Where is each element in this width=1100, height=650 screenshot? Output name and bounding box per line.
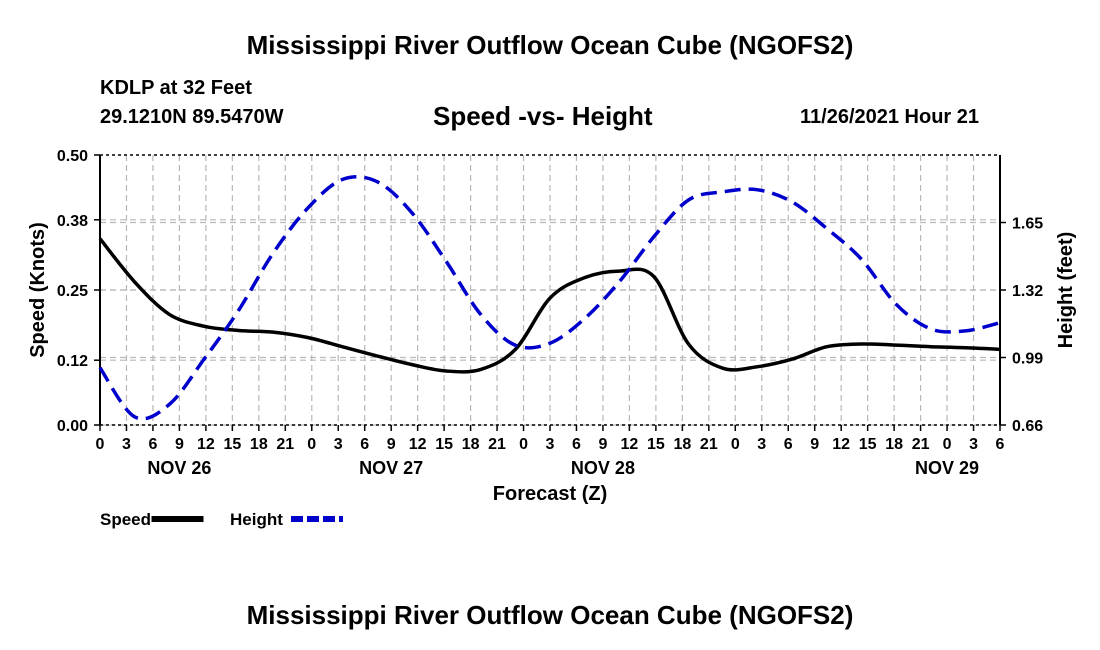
x-tick-label: 3 (334, 436, 343, 453)
x-tick-label: 0 (96, 436, 105, 453)
y2-tick-label: 1.32 (1012, 283, 1043, 300)
x-tick-label: 3 (969, 436, 978, 453)
y-tick-label: 0.12 (57, 353, 88, 370)
x-tick-label: 6 (572, 436, 581, 453)
height-series-line (98, 175, 1001, 421)
x-tick-label: 12 (409, 436, 427, 453)
y-tick-label: 0.00 (57, 418, 88, 435)
page-title-repeat: Mississippi River Outflow Ocean Cube (NG… (246, 600, 854, 630)
legend-label-height: Height (230, 510, 283, 529)
legend-label-speed: Speed (100, 510, 151, 529)
y-axis-title: Speed (Knots) (27, 222, 49, 358)
x-tick-label: 9 (810, 436, 819, 453)
y-tick-label: 0.38 (57, 213, 88, 230)
x-tick-label: 9 (598, 436, 607, 453)
x-tick-label: 0 (943, 436, 952, 453)
x-date-label: NOV 27 (359, 458, 423, 478)
x-tick-label: 21 (912, 436, 930, 453)
x-tick-label: 6 (996, 436, 1005, 453)
x-tick-label: 0 (519, 436, 528, 453)
y2-axis-title: Height (feet) (1055, 232, 1077, 349)
x-tick-label: 21 (488, 436, 506, 453)
y2-tick-label: 0.66 (1012, 418, 1043, 435)
x-tick-label: 15 (859, 436, 877, 453)
x-tick-label: 3 (122, 436, 131, 453)
x-tick-label: 15 (647, 436, 665, 453)
x-tick-label: 12 (621, 436, 639, 453)
y2-tick-label: 0.99 (1012, 351, 1043, 368)
forecast-timestamp: 11/26/2021 Hour 21 (800, 106, 980, 128)
station-coordinates: 29.1210N 89.5470W (100, 106, 284, 128)
x-tick-label: 18 (885, 436, 903, 453)
x-tick-label: 21 (700, 436, 718, 453)
x-tick-label: 15 (223, 436, 241, 453)
x-axis-title: Forecast (Z) (493, 483, 607, 505)
x-tick-label: 21 (276, 436, 294, 453)
station-label: KDLP at 32 Feet (100, 77, 252, 99)
y-tick-label: 0.25 (57, 283, 88, 300)
y-tick-label: 0.50 (57, 148, 88, 165)
speed-height-chart: 0.000.120.250.380.500.660.991.321.650 3 6 9… (27, 148, 1077, 529)
x-date-label: NOV 28 (571, 458, 635, 478)
x-date-label: NOV 26 (147, 458, 211, 478)
x-tick-label: 9 (387, 436, 396, 453)
x-tick-label: 6 (784, 436, 793, 453)
x-tick-label: 12 (832, 436, 850, 453)
y2-tick-label: 1.65 (1012, 216, 1043, 233)
x-tick-label: 3 (757, 436, 766, 453)
x-tick-label: 9 (175, 436, 184, 453)
x-tick-label: 0 (307, 436, 316, 453)
x-tick-label: 0 (731, 436, 740, 453)
x-tick-label: 6 (148, 436, 157, 453)
x-tick-label: 18 (250, 436, 268, 453)
x-tick-label: 12 (197, 436, 215, 453)
page-title: Mississippi River Outflow Ocean Cube (NG… (246, 30, 854, 60)
chart-heading: Speed -vs- Height (433, 101, 653, 131)
x-tick-label: 18 (462, 436, 480, 453)
x-tick-label: 15 (435, 436, 453, 453)
x-tick-label: 18 (673, 436, 691, 453)
x-tick-label: 6 (360, 436, 369, 453)
speed-series-line (98, 237, 1001, 374)
x-date-label: NOV 29 (915, 458, 979, 478)
x-tick-label: 3 (546, 436, 555, 453)
